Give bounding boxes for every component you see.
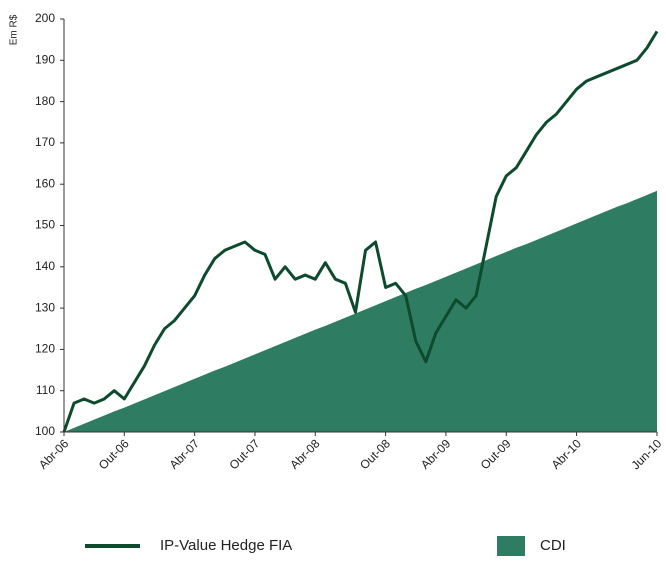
legend-label: IP-Value Hedge FIA <box>160 537 292 554</box>
line <box>62 30 659 433</box>
x-tick-label: Abr-07 <box>167 436 203 472</box>
legend-label: CDI <box>540 537 566 554</box>
x-tick-label: Out-09 <box>478 436 514 472</box>
y-tick-label: 160 <box>35 176 55 190</box>
y-tick-label: 150 <box>35 218 55 232</box>
y-tick-label: 200 <box>35 11 55 25</box>
y-tick-label: 130 <box>35 300 55 314</box>
y-tick-label: 180 <box>35 94 55 108</box>
y-tick-label: 100 <box>35 424 55 438</box>
x-tick-label: Jun-10 <box>629 436 665 472</box>
y-tick-label: 190 <box>35 52 55 66</box>
x-tick-label: Out-08 <box>357 436 393 472</box>
x-tick-label: Abr-08 <box>287 436 323 472</box>
y-tick-label: 120 <box>35 342 55 356</box>
x-tick-label: Out-06 <box>96 436 132 472</box>
y-axis-label: Em R$ <box>9 14 20 45</box>
x-tick-label: Abr-10 <box>549 436 585 472</box>
x-tick-label: Abr-09 <box>418 436 454 472</box>
y-tick-label: 140 <box>35 259 55 273</box>
area <box>64 190 657 432</box>
legend-swatch <box>497 536 525 556</box>
y-tick-label: 110 <box>36 383 55 397</box>
x-tick-label: Out-07 <box>226 436 262 472</box>
x-tick-label: Abr-06 <box>36 436 72 472</box>
y-tick-label: 170 <box>35 135 55 149</box>
